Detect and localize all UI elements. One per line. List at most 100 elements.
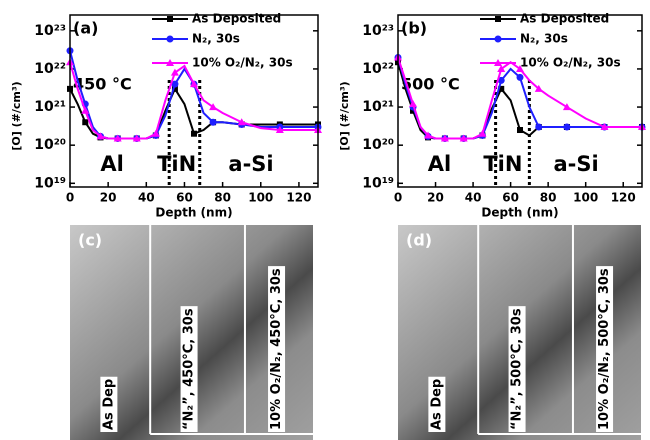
marker [478,129,487,137]
marker [166,35,174,43]
x-tick-label: 100 [248,191,273,205]
caption: “N₂”, 500°C, 30s [510,308,525,430]
panel-label: (a) [73,19,98,38]
marker [410,107,417,114]
marker [132,134,141,142]
x-tick-label: 40 [465,191,482,205]
marker [167,16,173,22]
caption-bg [100,376,118,432]
layer-label: TiN [483,152,522,176]
layer-label: a-Si [554,152,599,176]
y-tick-label: 10²² [362,61,394,77]
y-tick-label: 10²³ [34,23,66,39]
marker [170,68,179,76]
caption-bg [268,266,286,432]
x-tick-label: 0 [394,191,402,205]
marker [497,64,506,72]
caption: “N₂”, 450°C, 30s [182,308,197,430]
caption: 10% O₂/N₂, 500°C, 30s [597,268,612,430]
marker [190,80,198,88]
y-tick-label: 10²³ [362,23,394,39]
legend-label: 10% O₂/N₂, 30s [520,56,621,70]
panel-label: (d) [406,231,432,250]
x-axis-label: Depth (nm) [481,206,558,220]
marker [275,126,284,134]
marker [81,106,90,114]
plot-frame [69,14,319,188]
y-tick-label: 10²¹ [34,99,66,115]
marker [440,134,449,142]
marker [516,64,524,72]
marker [191,130,197,137]
x-tick-label: 0 [66,191,74,205]
x-axis-label: Depth (nm) [155,206,232,220]
x-tick-label: 40 [138,191,155,205]
marker [516,73,524,81]
marker [517,127,523,134]
marker [600,122,609,130]
marker [113,134,122,142]
y-axis-label: [O] (#/cm³) [338,81,351,150]
marker [424,131,433,139]
caption-bg [428,376,446,432]
marker [237,118,246,126]
x-tick-label: 100 [573,191,598,205]
series-line [69,61,318,140]
legend-label: N₂, 30s [520,32,568,46]
y-tick-label: 10²⁰ [362,137,394,153]
y-tick-label: 10²² [34,61,66,77]
caption: As Dep [429,379,444,430]
panel-label: (b) [401,19,427,38]
x-tick-label: 80 [214,191,231,205]
marker [171,85,178,92]
chart: 10¹⁹ 10²⁰ 10²¹ 10²² 10²³ 0 20 40 60 80 100 120 Depth… [10,12,322,220]
marker [535,123,543,131]
layer-label: TiN [157,152,196,176]
marker [563,123,571,131]
marker [151,129,160,137]
legend-label: As Deposited [192,12,281,26]
x-tick-label: 120 [611,191,636,205]
y-tick-label: 10²⁰ [34,137,66,153]
y-tick-label: 10¹⁹ [362,175,394,191]
caption-bg [596,266,614,432]
chart: 10¹⁹ 10²⁰ 10²¹ 10²² 10²³ 0 20 40 60 80 100 120 Depth… [338,12,646,220]
marker [209,118,217,126]
series-line [397,57,642,140]
caption-bg [508,306,526,432]
caption: 10% O₂/N₂, 450°C, 30s [269,268,284,430]
legend-label: 10% O₂/N₂, 30s [192,56,293,70]
y-tick-label: 10²¹ [362,99,394,115]
tem-image: (c) As Dep “N₂”, 450°C, 30s 10% O₂/N₂, 450°… [70,225,313,440]
x-tick-label: 80 [540,191,557,205]
marker [459,134,468,142]
marker [171,80,179,88]
marker [166,59,174,66]
x-tick-label: 20 [100,191,117,205]
temperature-label: 500 °C [401,75,460,94]
layer-label: a-Si [228,152,273,176]
x-tick-label: 60 [502,191,519,205]
layer-label: Al [100,152,123,176]
tem-image: (d) As Dep “N₂”, 500°C, 30s 10% O₂/N₂, 500°… [398,225,641,440]
marker [495,16,501,22]
marker [498,85,505,92]
legend-label: N₂, 30s [192,32,240,46]
x-tick-label: 120 [286,191,311,205]
marker [494,59,502,66]
marker [534,84,543,92]
marker [562,103,571,111]
marker [409,100,418,108]
panel-label: (c) [78,231,102,250]
marker [494,35,502,43]
marker [96,132,105,140]
temperature-label: 450 °C [73,75,132,94]
marker [82,119,89,126]
marker [209,103,218,111]
x-tick-label: 20 [427,191,444,205]
caption: As Dep [101,379,116,430]
plot-frame [397,14,643,188]
y-tick-label: 10¹⁹ [34,175,66,191]
caption-bg [180,306,198,432]
